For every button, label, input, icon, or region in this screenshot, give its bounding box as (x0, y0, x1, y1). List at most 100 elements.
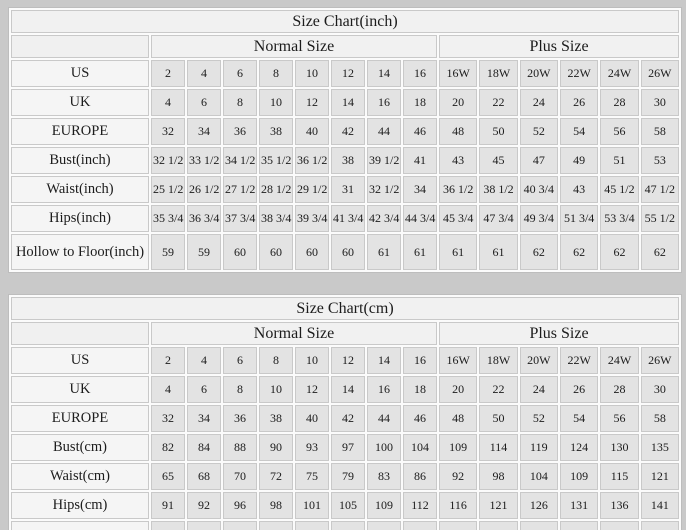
size-value-cell: 34 (187, 118, 221, 145)
size-value-cell: 34 1/2 (223, 147, 257, 174)
size-value-cell: 10 (259, 89, 293, 116)
size-value-cell: 44 (367, 405, 401, 432)
table-row: Bust(inch) 32 1/2 33 1/2 34 1/2 35 1/2 36 1/2… (11, 147, 679, 174)
size-value-cell: 112 (403, 492, 437, 519)
size-value-cell: 48 (439, 405, 478, 432)
size-value-cell: 40 3/4 (519, 176, 558, 203)
size-value-cell: 8 (223, 89, 257, 116)
size-value-cell: 51 3/4 (559, 205, 599, 232)
size-value-cell: 43 (439, 147, 478, 174)
size-value-cell: 37 3/4 (223, 205, 257, 232)
size-value-cell: 8 (259, 60, 293, 87)
size-value-cell: 36 1/2 (439, 176, 478, 203)
size-value-cell: 126 (519, 492, 558, 519)
row-label: UK (11, 89, 149, 116)
size-value-cell: 12 (331, 60, 365, 87)
size-value-cell: 52 (519, 405, 558, 432)
size-value-cell: 53 3/4 (600, 205, 639, 232)
row-label: US (11, 347, 149, 374)
size-value-cell: 28 1/2 (259, 176, 293, 203)
size-value-cell: 24W (600, 347, 639, 374)
size-value-cell: 22 (479, 89, 518, 116)
size-value-cell: 92 (187, 492, 221, 519)
size-value-cell: 16W (439, 60, 478, 87)
table-row: UK 4 6 8 10 12 14 16 18 20 22 24 26 28 30 (11, 376, 679, 403)
size-value-cell: 36 (223, 118, 257, 145)
size-value-cell: 60 (259, 234, 293, 270)
size-value-cell: 38 3/4 (259, 205, 293, 232)
size-value-cell: 41 (403, 147, 437, 174)
size-value-cell: 55 1/2 (640, 205, 679, 232)
size-value-cell: 16 (367, 89, 401, 116)
size-value-cell: 61 (367, 234, 401, 270)
size-value-cell: 45 (479, 147, 518, 174)
size-value-cell: 58 (640, 118, 679, 145)
size-value-cell: 47 1/2 (640, 176, 679, 203)
size-value-cell: 6 (223, 60, 257, 87)
size-value-cell: 24W (600, 60, 639, 87)
size-value-cell: 158 (600, 521, 639, 530)
size-value-cell: 4 (187, 347, 221, 374)
size-value-cell: 59 (187, 234, 221, 270)
size-value-cell: 158 (559, 521, 599, 530)
size-value-cell: 72 (259, 463, 293, 490)
size-value-cell: 8 (223, 376, 257, 403)
table-row: Hips(cm) 91 92 96 98 101 105 109 112 116 121 126 131… (11, 492, 679, 519)
column-group-header: Plus Size (439, 35, 679, 58)
size-value-cell: 152 (331, 521, 365, 530)
size-value-cell: 16 (403, 347, 437, 374)
column-group-header: Normal Size (151, 35, 437, 58)
size-value-cell: 98 (259, 492, 293, 519)
size-value-cell: 2 (151, 60, 185, 87)
size-value-cell: 12 (295, 376, 329, 403)
size-value-cell: 100 (367, 434, 401, 461)
column-group-row: Normal Size Plus Size (11, 35, 679, 58)
size-value-cell: 32 1/2 (151, 147, 185, 174)
size-value-cell: 33 1/2 (187, 147, 221, 174)
size-value-cell: 28 (600, 89, 639, 116)
size-value-cell: 121 (640, 463, 679, 490)
size-value-cell: 98 (479, 463, 518, 490)
size-value-cell: 4 (151, 376, 185, 403)
size-value-cell: 12 (331, 347, 365, 374)
table-row: UK 4 6 8 10 12 14 16 18 20 22 24 26 28 30 (11, 89, 679, 116)
size-value-cell: 14 (331, 89, 365, 116)
size-value-cell: 8 (259, 347, 293, 374)
size-value-cell: 158 (640, 521, 679, 530)
size-value-cell: 30 (640, 376, 679, 403)
size-value-cell: 20W (519, 60, 558, 87)
size-value-cell: 32 (151, 118, 185, 145)
size-value-cell: 10 (259, 376, 293, 403)
size-value-cell: 82 (151, 434, 185, 461)
size-value-cell: 53 (640, 147, 679, 174)
size-value-cell: 24 (519, 89, 558, 116)
size-value-cell: 16 (367, 376, 401, 403)
size-value-cell: 61 (479, 234, 518, 270)
size-value-cell: 18 (403, 376, 437, 403)
size-value-cell: 32 (151, 405, 185, 432)
size-value-cell: 26 1/2 (187, 176, 221, 203)
size-value-cell: 119 (519, 434, 558, 461)
size-value-cell: 147 (187, 521, 221, 530)
size-value-cell: 116 (439, 492, 478, 519)
size-value-cell: 30 (640, 89, 679, 116)
size-value-cell: 131 (559, 492, 599, 519)
size-value-cell: 83 (367, 463, 401, 490)
size-value-cell: 10 (295, 347, 329, 374)
size-value-cell: 61 (403, 234, 437, 270)
table-row: Waist(inch) 25 1/2 26 1/2 27 1/2 28 1/2 29 1/… (11, 176, 679, 203)
size-value-cell: 46 (403, 405, 437, 432)
size-value-cell: 38 (331, 147, 365, 174)
size-value-cell: 135 (640, 434, 679, 461)
size-value-cell: 58 (640, 405, 679, 432)
size-value-cell: 26W (640, 60, 679, 87)
size-value-cell: 28 (600, 376, 639, 403)
size-value-cell: 141 (640, 492, 679, 519)
size-value-cell: 16 (403, 60, 437, 87)
row-label: EUROPE (11, 118, 149, 145)
size-chart-table-inch: Size Chart(inch) Normal Size Plus Size US 2 4… (8, 7, 682, 273)
row-label: Hollow to Floor(inch) (11, 234, 149, 270)
row-label: Bust(inch) (11, 147, 149, 174)
size-value-cell: 39 3/4 (295, 205, 329, 232)
size-value-cell: 16W (439, 347, 478, 374)
